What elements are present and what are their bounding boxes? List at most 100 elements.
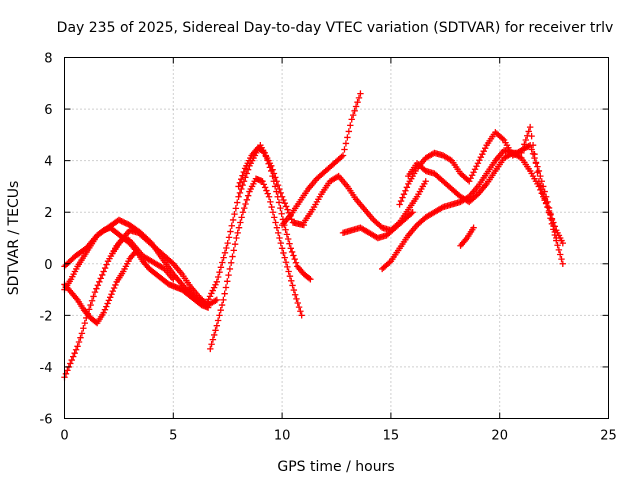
data-point xyxy=(236,189,244,197)
data-point xyxy=(239,172,246,179)
data-point xyxy=(71,349,78,357)
data-point xyxy=(400,190,408,198)
data-point xyxy=(345,128,353,135)
data-point xyxy=(103,261,110,268)
data-point xyxy=(207,345,214,353)
data-point xyxy=(105,297,113,304)
data-point xyxy=(213,322,221,329)
y-tick-label: -6 xyxy=(40,413,53,428)
data-point xyxy=(532,160,540,167)
data-point xyxy=(218,301,226,309)
data-point xyxy=(104,300,111,307)
data-point xyxy=(537,172,544,180)
data-point xyxy=(211,331,218,339)
plot-frame xyxy=(64,57,609,419)
data-point xyxy=(286,240,293,247)
data-point xyxy=(479,150,486,158)
data-point xyxy=(357,90,364,97)
data-point xyxy=(265,193,273,200)
data-point xyxy=(224,239,231,247)
data-point xyxy=(214,273,222,281)
data-point xyxy=(227,228,234,235)
data-point xyxy=(467,175,474,182)
data-point xyxy=(209,336,217,343)
data-point xyxy=(291,255,298,263)
data-point xyxy=(348,116,355,123)
y-tick-label: -2 xyxy=(40,309,53,324)
data-point xyxy=(528,146,535,153)
data-point xyxy=(288,277,295,285)
data-point xyxy=(282,259,290,266)
data-point xyxy=(112,281,119,289)
x-tick-label: 10 xyxy=(274,429,291,444)
data-point xyxy=(307,276,314,283)
data-point xyxy=(205,296,212,303)
data-point xyxy=(212,297,219,304)
data-point xyxy=(541,195,548,202)
data-point xyxy=(535,178,543,185)
data-point xyxy=(219,259,226,266)
data-point xyxy=(280,249,287,257)
data-point xyxy=(288,248,296,256)
data-point xyxy=(531,150,538,158)
data-point xyxy=(225,234,233,241)
data-point xyxy=(221,290,228,297)
data-point xyxy=(273,188,280,195)
data-point xyxy=(480,147,487,155)
data-point xyxy=(213,296,221,304)
x-tick-label: 0 xyxy=(60,429,68,444)
data-point xyxy=(438,204,445,212)
data-point xyxy=(555,246,563,254)
data-point xyxy=(74,343,81,350)
x-tick-label: 25 xyxy=(600,429,617,444)
data-point xyxy=(342,140,350,147)
data-point xyxy=(271,214,278,221)
data-point xyxy=(476,157,483,164)
data-point xyxy=(70,353,77,360)
data-point xyxy=(537,182,544,189)
data-point xyxy=(268,203,275,211)
data-point xyxy=(230,247,237,254)
series-trace-8 xyxy=(278,90,364,229)
data-point xyxy=(355,94,363,102)
series-trace-14 xyxy=(457,224,477,249)
data-point xyxy=(243,196,251,204)
data-point xyxy=(474,160,482,167)
data-point xyxy=(275,199,283,206)
data-point xyxy=(259,178,266,185)
data-point xyxy=(540,190,547,198)
data-point xyxy=(522,136,530,144)
data-point xyxy=(344,134,351,141)
data-point xyxy=(284,235,292,243)
data-point xyxy=(287,245,295,252)
data-point xyxy=(213,278,221,286)
data-point xyxy=(473,163,480,170)
data-point xyxy=(283,231,291,238)
data-point xyxy=(534,163,541,170)
data-point xyxy=(244,166,252,173)
data-point xyxy=(559,260,567,267)
data-point xyxy=(471,166,479,173)
data-point xyxy=(206,293,214,300)
data-point xyxy=(241,204,248,212)
data-point xyxy=(220,296,227,304)
data-point xyxy=(263,187,270,194)
chart-title: Day 235 of 2025, Sidereal Day-to-day VTE… xyxy=(57,20,614,36)
data-point xyxy=(261,149,268,157)
data-point xyxy=(106,294,114,301)
data-point xyxy=(110,284,118,292)
data-point xyxy=(242,200,249,208)
data-point xyxy=(223,244,230,252)
data-point xyxy=(94,282,102,289)
data-point xyxy=(99,271,106,279)
data-point xyxy=(540,183,547,190)
data-point xyxy=(168,259,176,266)
data-point xyxy=(244,192,252,199)
x-axis-label: GPS time / hours xyxy=(277,459,394,475)
data-point xyxy=(558,255,565,263)
data-point xyxy=(68,356,75,364)
data-point xyxy=(545,209,553,216)
data-point xyxy=(277,189,284,197)
data-point xyxy=(338,153,345,160)
